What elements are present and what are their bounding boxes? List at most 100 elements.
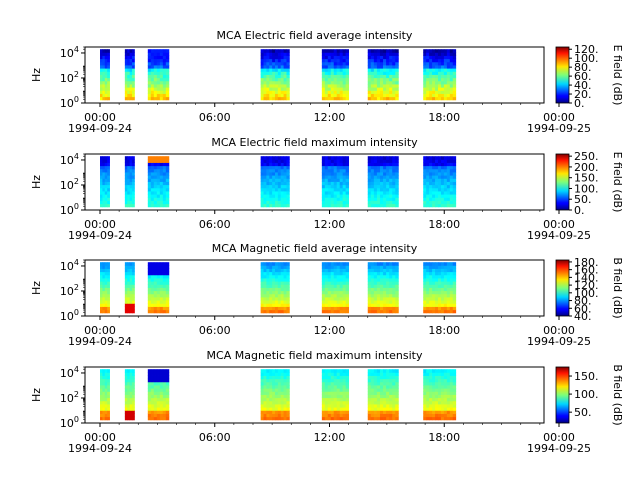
heatmap-cell [274, 156, 279, 160]
heatmap-cell [269, 71, 273, 75]
heatmap-cell [147, 381, 152, 386]
heatmap-cell [286, 175, 290, 179]
heatmap-cell [446, 49, 451, 53]
heatmap-cell [159, 284, 164, 288]
heatmap-cell [342, 300, 347, 304]
heatmap-cell [395, 391, 399, 395]
heatmap-cell [162, 203, 167, 208]
heatmap-cell [386, 397, 390, 402]
heatmap-cell [426, 369, 430, 373]
heatmap-cell [147, 397, 152, 402]
heatmap-cell [446, 165, 451, 170]
heatmap-cell [379, 191, 384, 195]
heatmap-cell [383, 300, 387, 304]
heatmap-cell [280, 77, 284, 82]
heatmap-cell [392, 369, 396, 373]
heatmap-cell [102, 416, 106, 421]
heatmap-cell [324, 156, 329, 160]
heatmap-cell [392, 90, 396, 94]
heatmap-cell [321, 278, 326, 282]
heatmap-cell [373, 159, 378, 163]
heatmap-cell [373, 287, 378, 292]
heatmap-cell [277, 156, 282, 160]
heatmap-cell [283, 96, 287, 101]
heatmap-cell [132, 391, 135, 395]
heatmap-cell [446, 268, 451, 273]
heatmap-cell [379, 58, 384, 63]
heatmap-cell [376, 80, 381, 85]
heatmap-cell [263, 156, 267, 160]
heatmap-cell [373, 71, 378, 75]
heatmap-cell [102, 178, 106, 182]
heatmap-cell [102, 265, 106, 269]
heatmap-cell [286, 156, 290, 160]
data-block [260, 156, 290, 208]
heatmap-cell [100, 306, 103, 311]
heatmap-cell [429, 265, 433, 269]
heatmap-cell [370, 309, 375, 314]
heatmap-cell [263, 175, 267, 179]
heatmap-cell [432, 52, 436, 56]
heatmap-cell [383, 84, 387, 88]
heatmap-cell [324, 265, 329, 269]
heatmap-cell [432, 49, 436, 53]
heatmap-cell [153, 271, 158, 276]
heatmap-cell [150, 181, 155, 186]
heatmap-cell [330, 388, 335, 392]
heatmap-cell [339, 413, 344, 418]
heatmap-cell [321, 93, 326, 98]
heatmap-cell [104, 385, 108, 389]
heatmap-cell [153, 375, 158, 380]
heatmap-cell [156, 397, 161, 402]
heatmap-cell [153, 90, 158, 94]
heatmap-cell [449, 416, 454, 421]
heatmap-cell [124, 287, 128, 292]
heatmap-cell [280, 52, 284, 56]
heatmap-cell [129, 165, 133, 170]
heatmap-cell [156, 416, 161, 421]
heatmap-cell [435, 84, 439, 88]
heatmap-cell [446, 175, 451, 179]
heatmap-cell [266, 375, 270, 380]
heatmap-cell [263, 378, 267, 383]
heatmap-cell [266, 300, 270, 304]
heatmap-cell [129, 309, 133, 314]
heatmap-cell [379, 407, 384, 411]
heatmap-cell [432, 369, 436, 373]
heatmap-cell [327, 271, 332, 276]
heatmap-cell [280, 400, 284, 405]
heatmap-cell [129, 369, 133, 373]
heatmap-cell [330, 413, 335, 418]
heatmap-cell [429, 297, 433, 301]
heatmap-cell [269, 197, 273, 201]
heatmap-cell [342, 416, 347, 421]
heatmap-cell [104, 372, 108, 376]
heatmap-cell [127, 388, 131, 392]
heatmap-cell [446, 278, 451, 282]
heatmap-cell [423, 61, 427, 66]
heatmap-cell [392, 397, 396, 402]
heatmap-cell [165, 287, 170, 292]
heatmap-cell [452, 262, 457, 266]
heatmap-cell [339, 293, 344, 298]
heatmap-cell [132, 381, 135, 386]
heatmap-cell [162, 303, 167, 307]
heatmap-cell [437, 84, 442, 88]
heatmap-cell [443, 80, 448, 85]
heatmap-cell [280, 200, 284, 205]
heatmap-cell [432, 65, 436, 69]
heatmap-cell [452, 372, 457, 376]
heatmap-cell [150, 404, 155, 408]
heatmap-cell [330, 77, 335, 82]
heatmap-cell [274, 58, 279, 63]
heatmap-cell [162, 274, 167, 279]
heatmap-cell [147, 93, 152, 98]
heatmap-cell [345, 293, 350, 298]
heatmap-cell [437, 77, 442, 82]
heatmap-cell [345, 93, 350, 98]
heatmap-cell [104, 71, 108, 75]
heatmap-cell [345, 372, 350, 376]
heatmap-cell [452, 187, 457, 192]
heatmap-cell [274, 293, 279, 298]
